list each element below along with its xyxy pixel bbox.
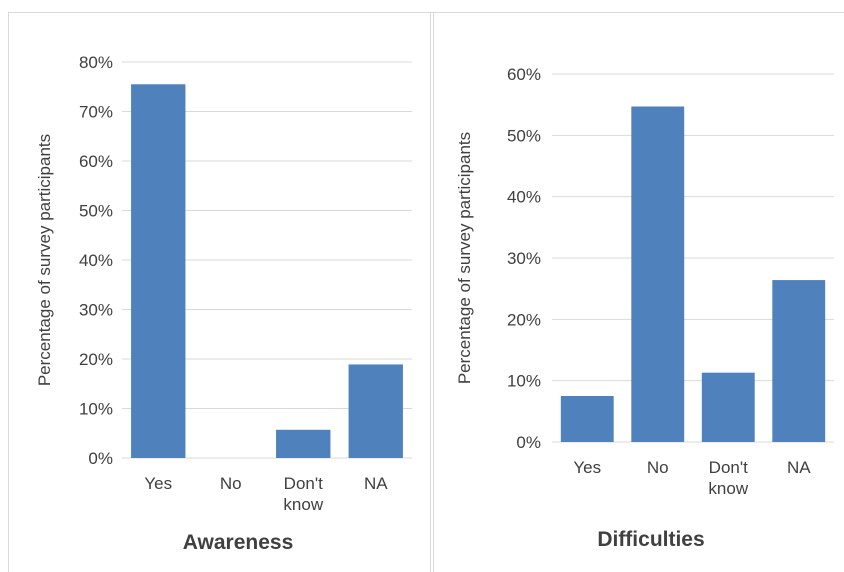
y-tick-label: 50% xyxy=(79,202,113,221)
y-tick-label: 80% xyxy=(79,53,113,72)
y-tick-label: 0% xyxy=(516,433,541,452)
y-tick-label: 20% xyxy=(79,350,113,369)
y-tick-label: 30% xyxy=(507,249,541,268)
y-axis-label: Percentage of survey participants xyxy=(35,134,54,386)
x-tick-label: Yes xyxy=(144,474,172,493)
y-tick-label: 10% xyxy=(507,372,541,391)
y-axis-label: Percentage of survey participants xyxy=(455,132,474,384)
y-tick-label: 60% xyxy=(507,65,541,84)
panel-divider-shadow xyxy=(433,12,434,572)
bar-0 xyxy=(131,84,186,459)
frame-left-border xyxy=(8,12,9,572)
bar-2 xyxy=(276,429,331,458)
y-tick-label: 50% xyxy=(507,126,541,145)
y-tick-label: 70% xyxy=(79,103,113,122)
x-tick-label: No xyxy=(647,458,669,477)
y-tick-label: 20% xyxy=(507,310,541,329)
x-tick-label: Yes xyxy=(573,458,601,477)
bar-2 xyxy=(701,372,755,442)
y-tick-label: 0% xyxy=(88,449,113,468)
frame-top-border xyxy=(8,12,844,13)
y-tick-label: 60% xyxy=(79,152,113,171)
bar-1 xyxy=(631,106,685,443)
x-tick-label: Don't know xyxy=(283,474,323,514)
x-tick-label: NA xyxy=(787,458,811,477)
bar-0 xyxy=(560,396,614,442)
chart-title: Awareness xyxy=(183,531,294,554)
y-tick-label: 40% xyxy=(507,188,541,207)
panel-divider xyxy=(430,12,431,572)
bar-3 xyxy=(772,280,826,442)
bar-3 xyxy=(348,364,403,458)
x-tick-label: Don't know xyxy=(708,458,748,498)
x-tick-label: NA xyxy=(364,474,388,493)
x-tick-label: No xyxy=(220,474,242,493)
y-tick-label: 40% xyxy=(79,251,113,270)
y-tick-label: 10% xyxy=(79,400,113,419)
y-tick-label: 30% xyxy=(79,301,113,320)
chart-title: Difficulties xyxy=(597,528,704,551)
